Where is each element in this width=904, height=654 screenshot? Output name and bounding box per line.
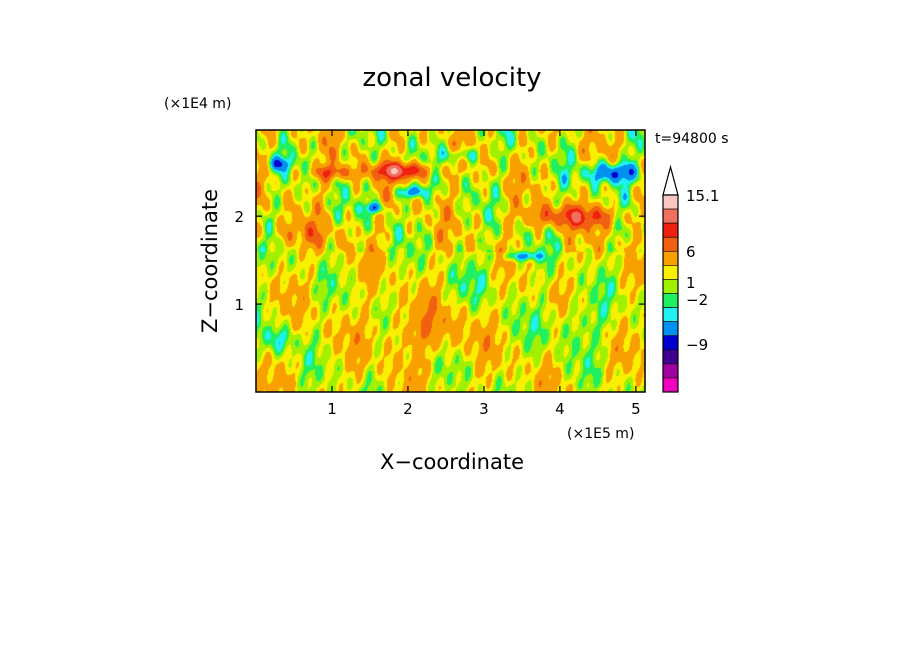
colorbar-frame bbox=[662, 194, 679, 393]
x-axis-label: X−coordinate bbox=[380, 450, 524, 474]
colorbar-swatch bbox=[662, 335, 679, 351]
colorbar-swatch bbox=[662, 293, 679, 308]
colorbar-overflow-arrow bbox=[662, 164, 679, 196]
colorbar-label: −2 bbox=[686, 291, 708, 309]
colorbar-swatch bbox=[662, 208, 679, 224]
colorbar-label: −9 bbox=[686, 336, 708, 354]
colorbar-swatch bbox=[662, 194, 679, 210]
x-tick-label: 1 bbox=[327, 400, 337, 418]
colorbar-swatch bbox=[662, 250, 679, 266]
colorbar-swatch bbox=[662, 236, 679, 252]
x-scale-label: (×1E5 m) bbox=[567, 426, 634, 442]
time-label: t=94800 s bbox=[655, 131, 729, 147]
y-tick-label: 2 bbox=[234, 208, 244, 226]
colorbar-label: 1 bbox=[686, 274, 696, 292]
colorbar-swatch bbox=[662, 279, 679, 294]
colorbar-swatch bbox=[662, 363, 679, 379]
x-tick-label: 2 bbox=[403, 400, 413, 418]
colorbar-swatch bbox=[662, 265, 679, 280]
x-tick-label: 5 bbox=[631, 400, 641, 418]
colorbar-label: 15.1 bbox=[686, 187, 719, 205]
colorbar-swatch bbox=[662, 349, 679, 365]
colorbar-label: 6 bbox=[686, 243, 696, 261]
y-scale-label: (×1E4 m) bbox=[164, 96, 231, 112]
plot-frame bbox=[255, 129, 646, 393]
colorbar: 15.1 6 1−2 −9 bbox=[662, 164, 719, 393]
contour-field bbox=[256, 130, 645, 392]
colorbar-swatch bbox=[662, 222, 679, 238]
plot-area bbox=[255, 129, 646, 393]
y-tick-label: 1 bbox=[234, 296, 244, 314]
x-axis: 1 2 3 4 5 bbox=[327, 130, 641, 418]
y-axis-label: Z−coordinate bbox=[198, 189, 222, 333]
x-tick-label: 3 bbox=[479, 400, 489, 418]
colorbar-swatch bbox=[662, 307, 679, 322]
colorbar-swatch bbox=[662, 321, 679, 337]
chart-title: zonal velocity bbox=[362, 63, 541, 93]
x-tick-label: 4 bbox=[555, 400, 565, 418]
colorbar-swatch bbox=[662, 377, 679, 393]
y-axis: 12 bbox=[234, 208, 645, 314]
